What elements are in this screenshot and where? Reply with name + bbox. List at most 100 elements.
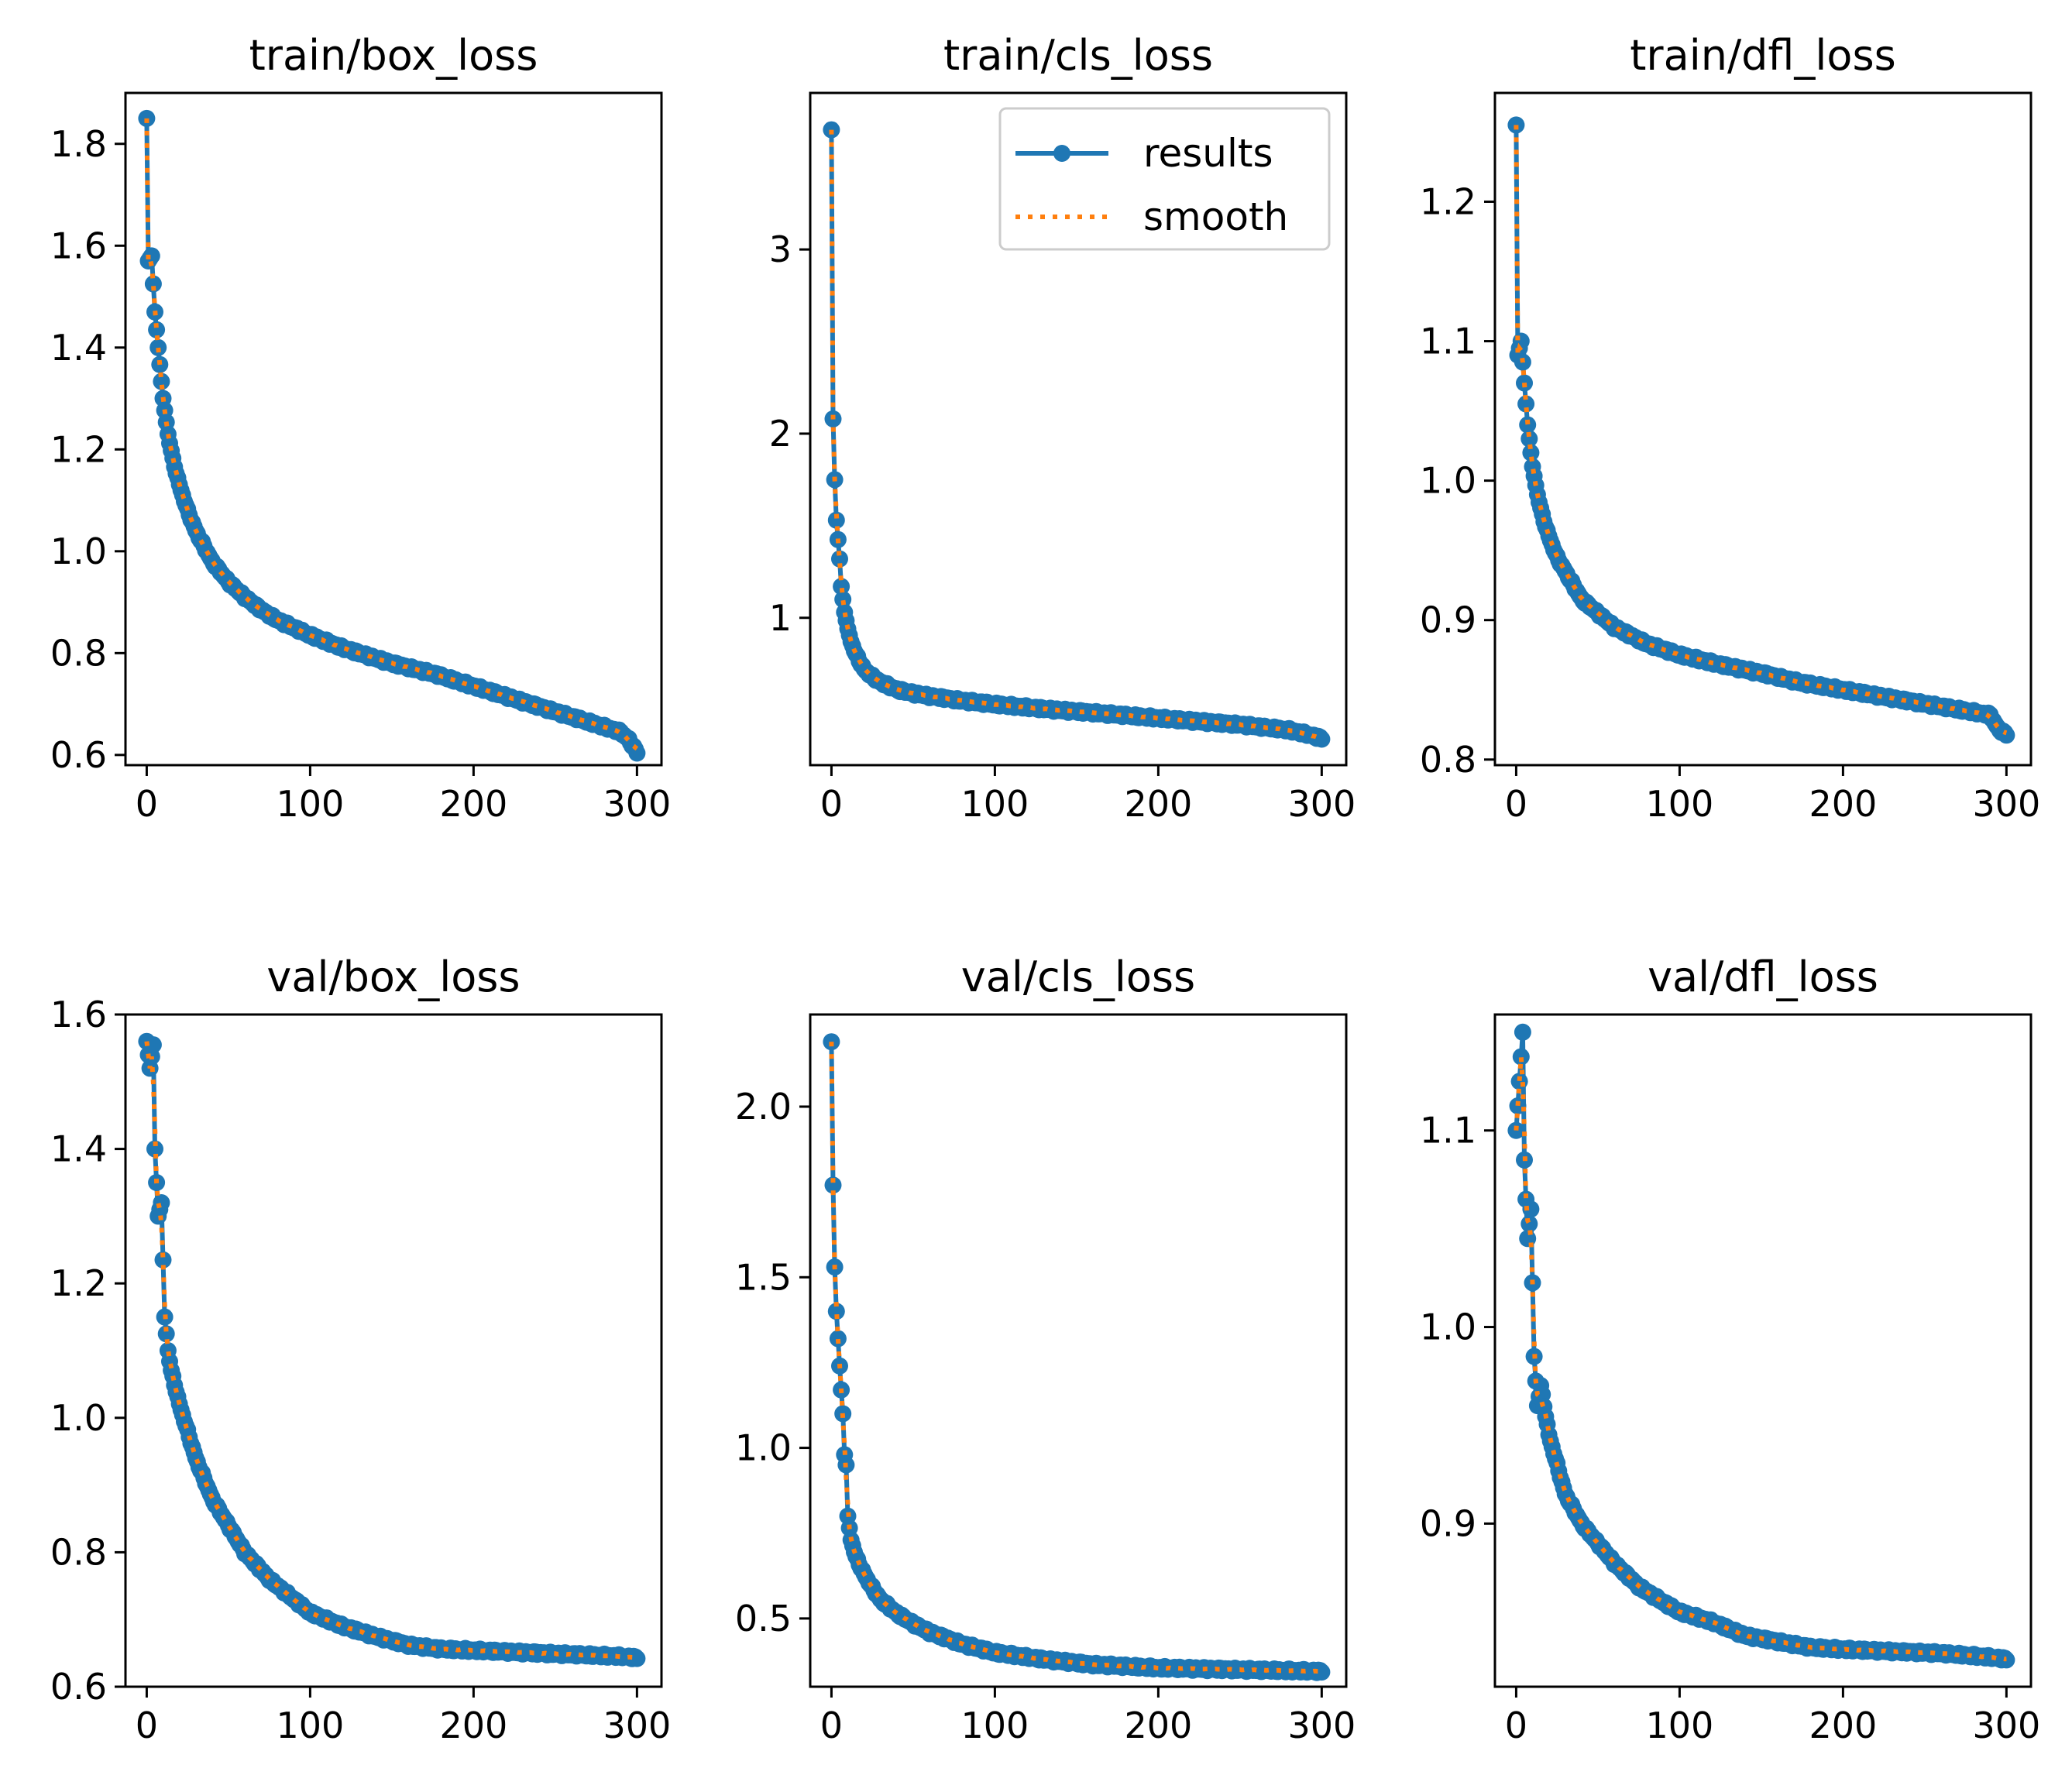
x-tick-label: 300 [1287,1705,1356,1746]
results-point [157,1325,175,1343]
x-tick-label: 300 [603,783,671,825]
y-tick-label: 1.1 [1420,321,1476,362]
x-tick-label: 0 [136,1705,158,1746]
y-tick-label: 0.8 [50,1531,107,1573]
results-point [834,591,852,608]
smooth-line [829,1042,1322,1674]
smooth-line [1514,1056,2007,1662]
results-point [1313,1663,1331,1681]
results-point [1517,395,1535,413]
results-point [143,247,160,265]
y-tick-label: 3 [769,228,792,270]
results-point [1313,730,1331,748]
results-point [1520,430,1538,448]
x-tick-label: 200 [1124,1705,1192,1746]
axes-frame [809,1013,1348,1688]
y-tick-label: 0.6 [50,1666,107,1708]
x-tick-label: 100 [276,783,344,825]
results-point [1522,1200,1540,1218]
panel-title: train/dfl_loss [1630,31,1896,80]
legend-box [998,107,1331,251]
results-point [144,275,162,293]
y-tick-label: 1.6 [50,994,107,1035]
plot-area [823,1033,1331,1681]
legend-results-label: results [1143,131,1273,176]
plot-area [138,109,646,762]
smooth-line [1514,125,2008,736]
y-tick-label: 2.0 [735,1086,792,1128]
results-point [154,1251,172,1269]
results-point [628,1650,646,1667]
results-point [1520,1215,1538,1233]
results-point [153,373,170,390]
subplot-val-dfl-loss: val/dfl_loss 0 100 200 300 0.9 1.0 1.1 [1420,953,2040,1746]
results-point [833,578,850,596]
results-point [1514,1023,1531,1041]
smooth-line [144,118,639,751]
y-tick-label: 1.0 [1420,460,1476,502]
y-tick-label: 1.5 [735,1256,792,1298]
y-tick-label: 1.0 [50,530,107,572]
results-point [1510,1073,1528,1090]
plot-area [1507,116,2015,744]
subplot-train-box-loss: train/box_loss 0 100 200 300 0.6 0.8 1.0 1.2 1.4 1… [50,31,671,825]
y-axis: 0.5 1.0 1.5 2.0 [735,1086,810,1639]
x-tick-label: 0 [820,1705,843,1746]
x-tick-label: 0 [820,783,843,825]
results-point [628,744,646,762]
x-axis: 0 100 200 300 [820,765,1356,825]
results-point [1519,1230,1537,1248]
results-point [1522,444,1540,462]
x-tick-label: 200 [1809,783,1877,825]
x-tick-label: 100 [960,783,1029,825]
x-tick-label: 200 [439,1705,507,1746]
axes-frame [809,91,1348,767]
y-axis: 1 2 3 [769,228,810,639]
plot-area [138,1032,646,1667]
y-tick-label: 1.4 [50,1128,107,1170]
x-tick-label: 200 [1809,1705,1877,1746]
results-point [831,550,848,568]
results-point [1519,416,1537,434]
x-tick-label: 0 [1505,1705,1527,1746]
panel-title: val/box_loss [266,953,520,1001]
panel-title: val/dfl_loss [1648,953,1878,1001]
y-tick-label: 1.2 [50,1262,107,1304]
y-tick-label: 0.5 [735,1598,792,1639]
plot-area [823,121,1331,748]
axes-frame [1493,1013,2032,1688]
results-point [827,1303,845,1320]
subplot-val-cls-loss: val/cls_loss 0 100 200 300 0.5 1.0 1.5 2.0 [735,953,1356,1746]
y-tick-label: 1.2 [1420,180,1476,222]
y-tick-label: 1.0 [1420,1306,1476,1348]
x-axis: 0 100 200 300 [1505,1687,2040,1746]
axes-frame [1493,91,2032,767]
results-markers [823,1033,1331,1681]
smooth-line [829,129,1322,740]
panel-title: val/cls_loss [961,953,1195,1001]
x-tick-label: 300 [603,1705,671,1746]
axes-frame [124,1013,663,1688]
results-point [1509,1097,1527,1114]
y-tick-label: 0.6 [50,734,107,776]
x-axis: 0 100 200 300 [136,765,671,825]
x-tick-label: 100 [960,1705,1029,1746]
legend-smooth-label: smooth [1143,194,1288,239]
plot-area [1507,1023,2015,1669]
results-point [146,1140,163,1158]
results-point [153,1194,170,1211]
x-tick-label: 200 [439,783,507,825]
y-tick-label: 0.9 [1420,599,1476,641]
results-point [1998,726,2015,744]
x-tick-label: 300 [1972,1705,2040,1746]
y-tick-label: 0.8 [1420,739,1476,781]
results-point [827,511,845,529]
y-axis: 0.6 0.8 1.0 1.2 1.4 1.6 1.8 [50,123,125,776]
panel-title: train/cls_loss [943,31,1213,80]
axes-frame [124,91,663,767]
y-axis: 0.8 0.9 1.0 1.1 1.2 [1420,180,1495,781]
y-axis: 0.9 1.0 1.1 [1420,1110,1495,1544]
x-tick-label: 0 [136,783,158,825]
